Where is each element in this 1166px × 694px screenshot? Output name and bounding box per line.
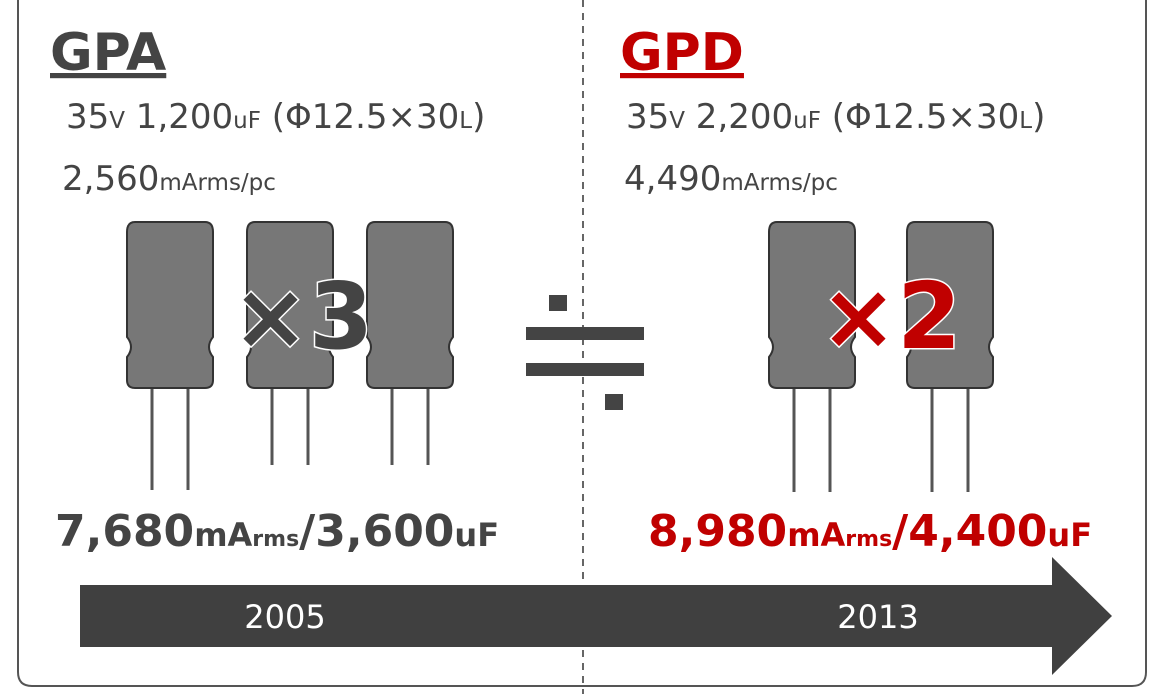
right-spec: 35V 2,200uF (Φ12.5×30L) bbox=[626, 97, 1045, 137]
right-total: 8,980mArms/4,400uF bbox=[648, 506, 1092, 557]
infographic: GPA GPD 35V 1,200uF (Φ12.5×30L) 35V 2,20… bbox=[0, 0, 1166, 694]
left-spec: 35V 1,200uF (Φ12.5×30L) bbox=[66, 97, 485, 137]
year-label: 2013 bbox=[837, 598, 918, 636]
approx-equal bbox=[526, 295, 644, 410]
capacitor bbox=[127, 222, 213, 388]
capacitor bbox=[367, 222, 453, 388]
left-total: 7,680mArms/3,600uF bbox=[55, 506, 499, 557]
left-title: GPA bbox=[50, 23, 166, 83]
left-multiplier: ×3 bbox=[232, 263, 373, 370]
year-label: 2005 bbox=[244, 598, 325, 636]
right-ripple: 4,490mArms/pc bbox=[624, 159, 838, 199]
right-multiplier: ×2 bbox=[820, 263, 961, 370]
timeline-arrow bbox=[80, 557, 1112, 675]
left-ripple: 2,560mArms/pc bbox=[62, 159, 276, 199]
right-title: GPD bbox=[620, 23, 744, 83]
